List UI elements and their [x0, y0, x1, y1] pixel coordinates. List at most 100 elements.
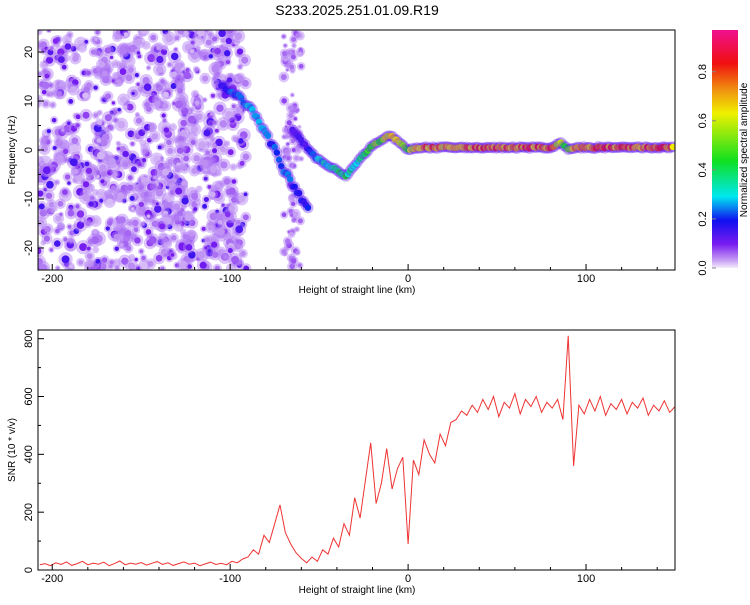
noise-blob [87, 261, 94, 268]
noise-blob [281, 212, 287, 218]
noise-blob [177, 30, 185, 35]
noise-blob [190, 125, 199, 134]
noise-blob [69, 158, 78, 167]
noise-blob [118, 62, 125, 69]
noise-blob [109, 264, 113, 269]
noise-blob [151, 220, 159, 228]
noise-blob [79, 45, 85, 51]
noise-blob [150, 168, 158, 177]
noise-blob [238, 65, 242, 69]
noise-blob [38, 190, 44, 197]
noise-blob [123, 32, 129, 37]
noise-blob [76, 187, 85, 196]
noise-blob [185, 244, 193, 251]
noise-blob [51, 117, 57, 123]
noise-blob [89, 195, 95, 201]
noise-blob [151, 184, 157, 189]
noise-blob [113, 118, 118, 123]
noise-blob [113, 233, 120, 240]
y-tick-label: -10 [23, 191, 35, 207]
noise-blob [226, 219, 234, 228]
noise-blob [56, 80, 60, 84]
snr-axes: -200 -100 0 100 0 200 400 600 800 [23, 329, 658, 585]
noise-blob [121, 257, 129, 265]
noise-blob [228, 187, 236, 195]
noise-blob [134, 257, 138, 262]
noise-blob [285, 125, 288, 128]
noise-blob [286, 120, 292, 126]
noise-blob [58, 224, 64, 229]
noise-blob [296, 251, 300, 255]
noise-blob [98, 111, 102, 115]
ridge-point [264, 132, 272, 139]
noise-blob [174, 62, 183, 71]
noise-blob [68, 98, 74, 104]
noise-blob [220, 74, 225, 79]
noise-blob [178, 139, 186, 148]
noise-blob [201, 75, 209, 82]
snr-series-line [39, 335, 675, 567]
noise-blob [142, 149, 147, 155]
noise-blob [43, 187, 47, 192]
noise-blob [204, 177, 208, 181]
noise-blob [215, 138, 223, 147]
noise-blob [161, 168, 170, 176]
noise-blob [76, 221, 85, 229]
noise-blob [178, 135, 185, 142]
noise-blob [116, 79, 122, 85]
noise-blob [82, 92, 89, 99]
noise-blob [292, 217, 297, 222]
noise-blob [290, 138, 296, 144]
noise-blob [94, 37, 98, 41]
noise-blob [180, 260, 188, 269]
noise-blob [237, 75, 244, 81]
noise-blob [86, 82, 92, 88]
noise-blob [241, 56, 249, 64]
noise-blob [167, 224, 173, 230]
noise-blob [43, 235, 51, 242]
noise-blob [188, 219, 196, 227]
noise-blob [298, 125, 301, 129]
x-tick-label: -100 [219, 273, 241, 285]
noise-blob [64, 174, 71, 180]
noise-blob [143, 124, 151, 131]
noise-blob [217, 92, 223, 98]
noise-blob [75, 204, 80, 209]
noise-blob [82, 111, 90, 119]
noise-blob [188, 134, 196, 141]
noise-blob [133, 227, 139, 233]
noise-blob [167, 62, 172, 67]
noise-blob [210, 112, 214, 116]
ridge-point [284, 171, 292, 178]
noise-blob [91, 236, 100, 245]
noise-blob [119, 46, 128, 55]
noise-blob [130, 166, 137, 173]
noise-blob [175, 263, 180, 268]
noise-blob [185, 68, 190, 73]
noise-blob [231, 255, 239, 264]
noise-blob [120, 184, 129, 192]
noise-blob [56, 266, 60, 270]
noise-blob [40, 41, 47, 49]
noise-blob [156, 65, 164, 74]
noise-blob [227, 247, 233, 254]
noise-blob [212, 36, 218, 42]
noise-blob [134, 73, 139, 78]
noise-blob [50, 46, 54, 50]
noise-blob [127, 175, 133, 181]
noise-blob [175, 187, 183, 195]
noise-blob [88, 185, 94, 190]
noise-blob [48, 201, 55, 208]
noise-blob [289, 231, 294, 237]
snr-frame [37, 329, 676, 571]
noise-blob [235, 219, 241, 225]
noise-blob [210, 93, 215, 98]
noise-blob [232, 219, 236, 223]
noise-blob [176, 77, 181, 81]
noise-blob [47, 49, 54, 56]
noise-blob [143, 42, 149, 48]
noise-blob [209, 165, 218, 174]
noise-blob [153, 155, 161, 163]
noise-blob [176, 147, 184, 154]
noise-blob [160, 79, 165, 84]
